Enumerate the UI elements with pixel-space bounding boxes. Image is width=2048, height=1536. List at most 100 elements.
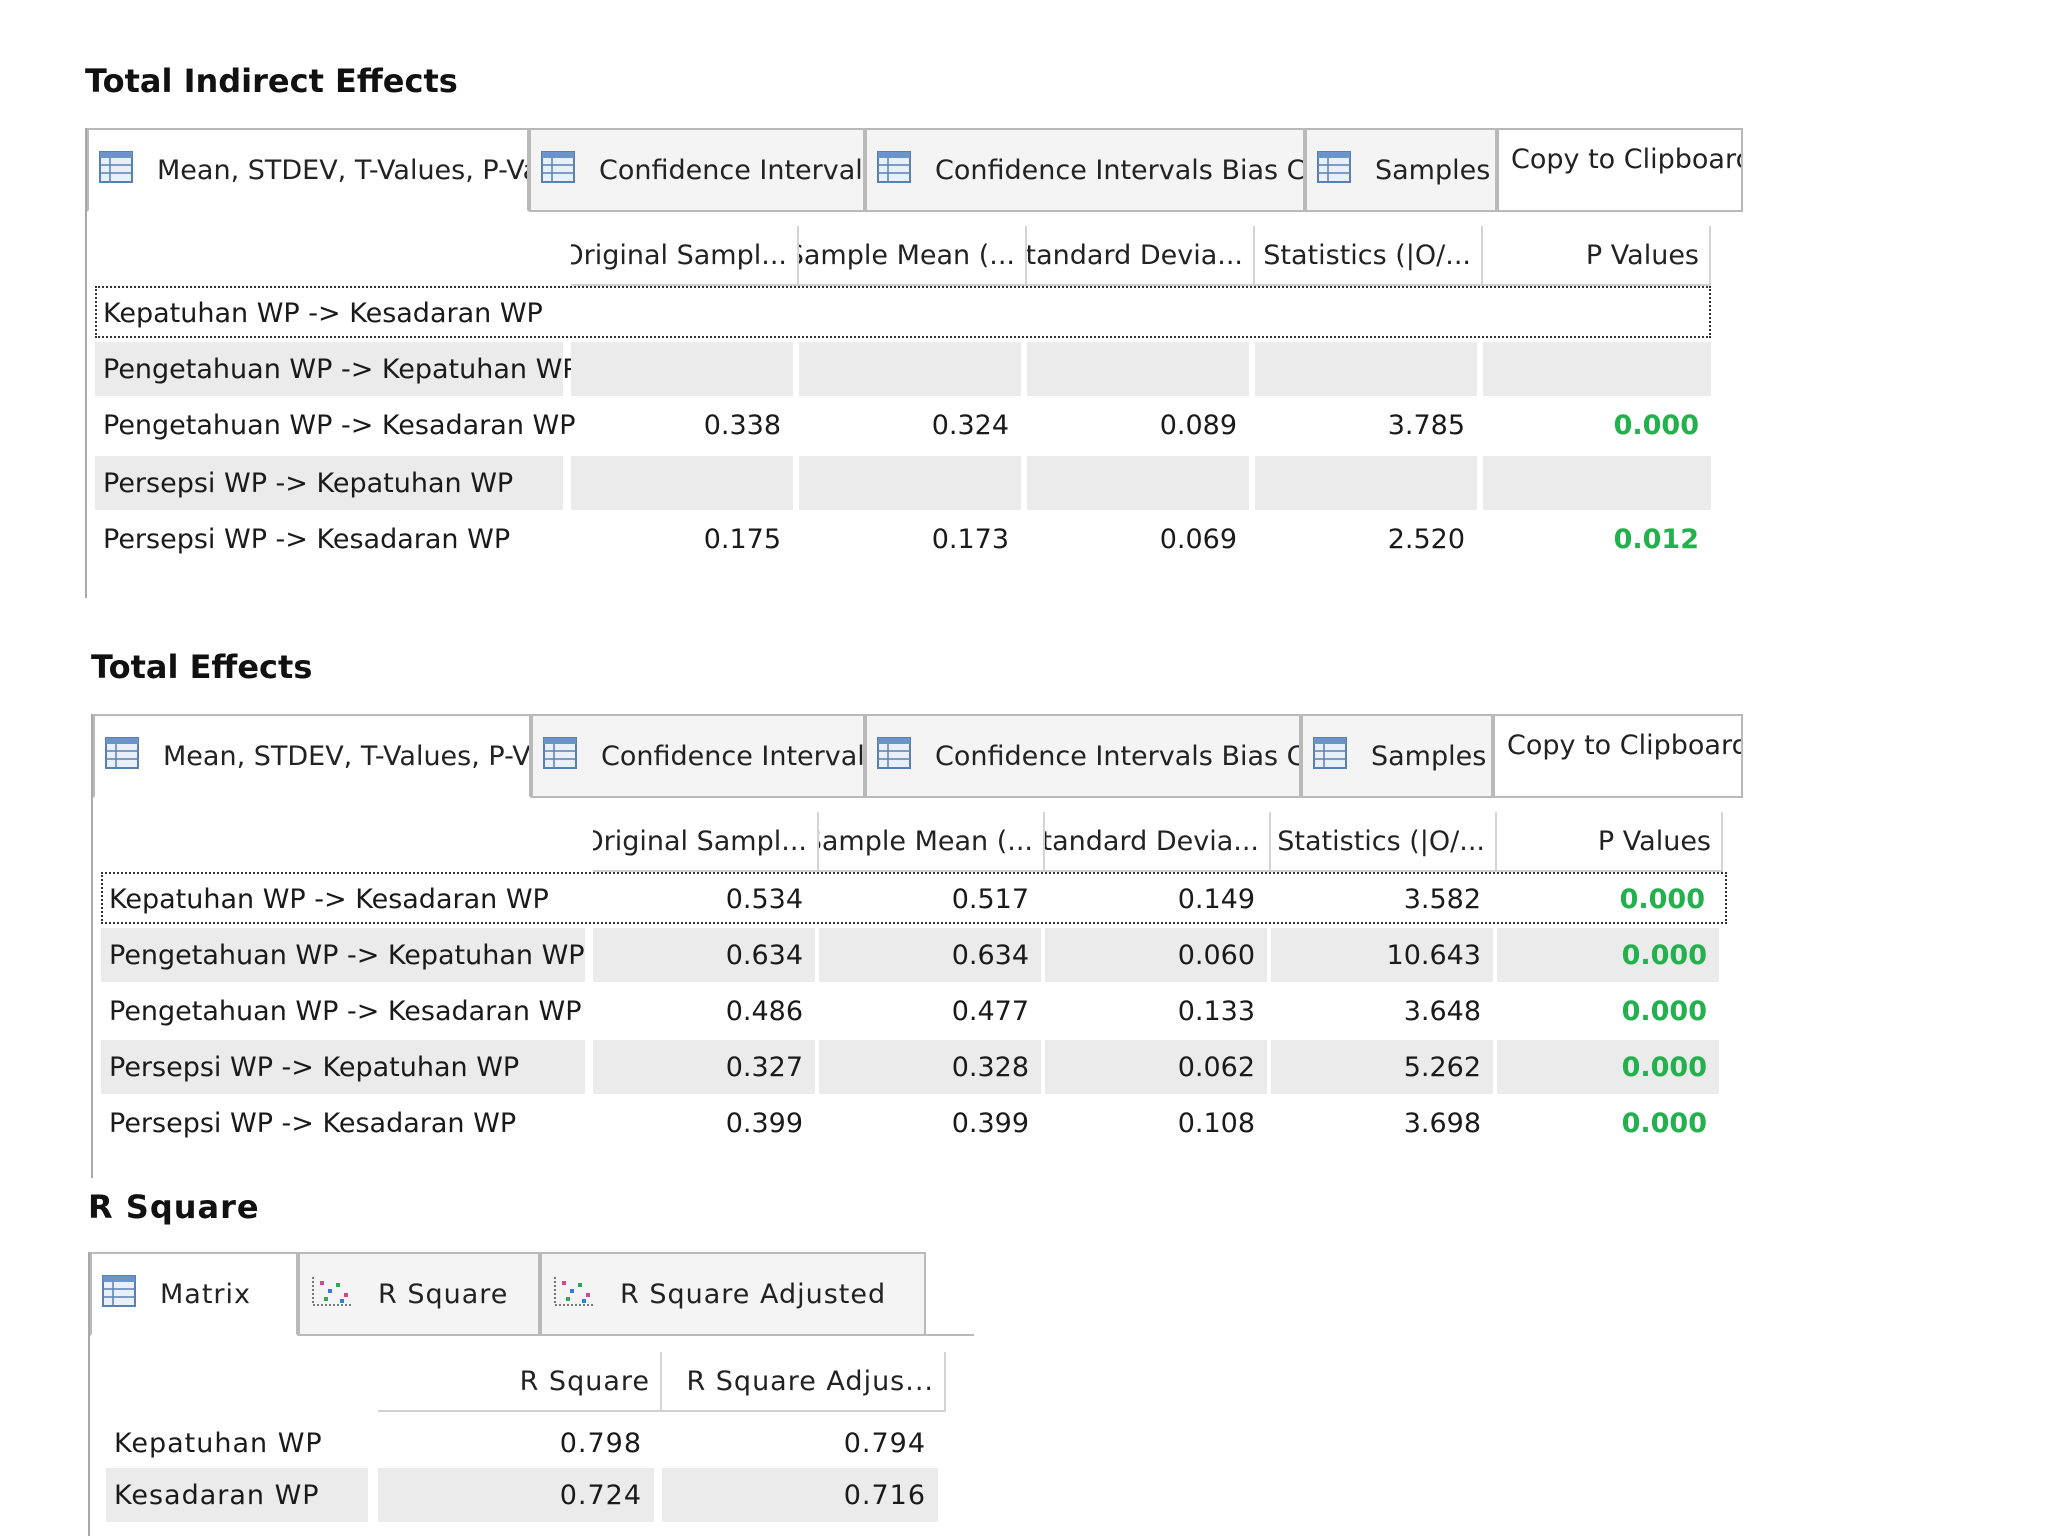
cell-mean: 0.324 <box>931 409 1009 441</box>
tab-ci-bias-corrected[interactable]: Confidence Intervals Bias Co... <box>865 128 1305 210</box>
cell-mean: 0.634 <box>819 928 1041 982</box>
total-effects-panel: Mean, STDEV, T-Values, P-Val... Confiden… <box>91 714 1743 1178</box>
copy-to-clipboard[interactable]: Copy to Clipboard: <box>1497 128 1743 210</box>
row-label: Persepsi WP -> Kepatuhan WP <box>95 456 563 510</box>
cell-tstat: 3.785 <box>1387 409 1465 441</box>
table-row[interactable]: Pengetahuan WP -> Kesadaran WP 0.338 0.3… <box>95 398 1711 452</box>
table-icon <box>1313 736 1347 776</box>
tab-samples[interactable]: Samples <box>1301 714 1493 796</box>
table-row[interactable]: Persepsi WP -> Kesadaran WP 0.175 0.173 … <box>95 512 1711 566</box>
cell-original: 0.634 <box>593 928 815 982</box>
col-header-r-square[interactable]: R Square <box>378 1352 662 1410</box>
cell-stdev <box>1027 456 1249 510</box>
col-header-tstat[interactable]: T Statistics (|O/... <box>1255 226 1483 284</box>
scatter-chart-icon <box>310 1275 354 1314</box>
table-icon <box>102 1274 136 1314</box>
row-label: Kepatuhan WP <box>114 1427 323 1459</box>
tab-confidence-intervals[interactable]: Confidence Intervals <box>531 714 865 796</box>
copy-to-clipboard[interactable]: Copy to Clipboard: <box>1493 714 1743 796</box>
row-label: Kesadaran WP <box>106 1468 368 1522</box>
cell-stdev: 0.089 <box>1159 409 1237 441</box>
tab-samples[interactable]: Samples <box>1305 128 1497 210</box>
table-row[interactable]: Persepsi WP -> Kesadaran WP 0.399 0.399 … <box>101 1096 1727 1150</box>
tab-label: Mean, STDEV, T-Values, P-Val... <box>163 740 529 772</box>
rsquare-title: R Square <box>88 1188 260 1226</box>
rsquare-panel: Matrix R Square R Square Adjusted R Squa… <box>88 1252 974 1536</box>
col-header-original[interactable]: Original Sampl... <box>571 226 799 284</box>
cell-pvalue: 0.000 <box>1621 995 1707 1027</box>
table-row[interactable]: Kepatuhan WP 0.798 0.794 <box>106 1416 940 1470</box>
cell-tstat: 3.698 <box>1403 1107 1481 1139</box>
cell-stdev: 0.133 <box>1177 995 1255 1027</box>
cell-tstat <box>1255 456 1477 510</box>
cell-r-square: 0.798 <box>559 1427 642 1459</box>
cell-original <box>571 456 793 510</box>
tab-matrix[interactable]: Matrix <box>90 1252 298 1336</box>
tab-underline <box>93 796 1743 798</box>
cell-stdev: 0.108 <box>1177 1107 1255 1139</box>
table-row[interactable]: Kepatuhan WP -> Kesadaran WP 0.534 0.517… <box>101 872 1717 926</box>
cell-original <box>571 342 793 396</box>
cell-tstat: 3.648 <box>1403 995 1481 1027</box>
row-label: Kepatuhan WP -> Kesadaran WP <box>109 883 549 915</box>
scatter-chart-icon <box>552 1275 596 1314</box>
tab-label: Confidence Intervals <box>601 740 865 772</box>
tab-label: Confidence Intervals <box>599 154 865 186</box>
cell-mean <box>799 342 1021 396</box>
cell-stdev: 0.060 <box>1045 928 1267 982</box>
tab-underline <box>87 210 1743 212</box>
tab-mean-stdev[interactable]: Mean, STDEV, T-Values, P-Val... <box>87 128 529 212</box>
copy-label: Copy to Clipboard: <box>1507 730 1743 761</box>
cell-pvalue: 0.000 <box>1497 928 1719 982</box>
row-label: Pengetahuan WP -> Kesadaran WP <box>109 995 582 1027</box>
col-header-pvalues[interactable]: P Values <box>1483 226 1711 284</box>
cell-stdev: 0.069 <box>1159 523 1237 555</box>
tab-label: Confidence Intervals Bias Co... <box>935 154 1305 186</box>
row-label: Persepsi WP -> Kesadaran WP <box>109 1107 517 1139</box>
tab-r-square-adjusted[interactable]: R Square Adjusted <box>540 1252 926 1334</box>
tab-underline <box>90 1334 974 1336</box>
table-row[interactable]: Persepsi WP -> Kepatuhan WP <box>95 456 1711 510</box>
row-label: Persepsi WP -> Kepatuhan WP <box>101 1040 585 1094</box>
table-row[interactable]: Kesadaran WP 0.724 0.716 <box>106 1468 940 1522</box>
col-header-pvalues[interactable]: P Values <box>1497 812 1723 870</box>
tab-ci-bias-corrected[interactable]: Confidence Intervals Bias Co... <box>865 714 1301 796</box>
row-label: Kepatuhan WP -> Kesadaran WP <box>103 297 543 329</box>
row-label: Pengetahuan WP -> Kepatuhan WP <box>95 342 579 396</box>
col-header-sample-mean[interactable]: Sample Mean (... <box>799 226 1027 284</box>
cell-pvalue: 0.000 <box>1497 1040 1719 1094</box>
col-header-r-square-adjusted[interactable]: R Square Adjus... <box>662 1352 946 1410</box>
row-label: Pengetahuan WP -> Kepatuhan WP <box>101 928 585 982</box>
cell-r-square-adjusted: 0.716 <box>662 1468 938 1522</box>
col-header-sample-mean[interactable]: Sample Mean (... <box>819 812 1045 870</box>
col-header-tstat[interactable]: T Statistics (|O/... <box>1271 812 1497 870</box>
cell-tstat: 10.643 <box>1271 928 1493 982</box>
table-icon <box>877 736 911 776</box>
col-header-original[interactable]: Original Sampl... <box>593 812 819 870</box>
table-row[interactable]: Pengetahuan WP -> Kepatuhan WP <box>95 342 1711 396</box>
table-row[interactable]: Kepatuhan WP -> Kesadaran WP <box>95 286 1711 340</box>
table-row[interactable]: Pengetahuan WP -> Kepatuhan WP 0.634 0.6… <box>101 928 1727 982</box>
cell-r-square-adjusted: 0.794 <box>843 1427 926 1459</box>
cell-tstat: 5.262 <box>1271 1040 1493 1094</box>
cell-tstat <box>1255 342 1477 396</box>
tab-label: Samples <box>1371 740 1487 772</box>
col-header-stdev[interactable]: Standard Devia... <box>1027 226 1255 284</box>
tab-label: Samples <box>1375 154 1491 186</box>
table-row[interactable]: Pengetahuan WP -> Kesadaran WP 0.486 0.4… <box>101 984 1727 1038</box>
cell-pvalue: 0.000 <box>1621 1107 1707 1139</box>
table-icon <box>541 150 575 190</box>
tab-label: R Square <box>378 1278 509 1310</box>
row-label: Pengetahuan WP -> Kesadaran WP <box>103 409 576 441</box>
tab-confidence-intervals[interactable]: Confidence Intervals <box>529 128 865 210</box>
tab-r-square[interactable]: R Square <box>298 1252 540 1334</box>
header-divider <box>571 284 1711 286</box>
cell-tstat: 3.582 <box>1403 883 1481 915</box>
col-header-stdev[interactable]: Standard Devia... <box>1045 812 1271 870</box>
cell-stdev <box>1027 342 1249 396</box>
table-row[interactable]: Persepsi WP -> Kepatuhan WP 0.327 0.328 … <box>101 1040 1727 1094</box>
cell-tstat: 2.520 <box>1387 523 1465 555</box>
cell-original: 0.175 <box>703 523 781 555</box>
tab-mean-stdev[interactable]: Mean, STDEV, T-Values, P-Val... <box>93 714 531 798</box>
tab-label: Matrix <box>160 1278 252 1310</box>
